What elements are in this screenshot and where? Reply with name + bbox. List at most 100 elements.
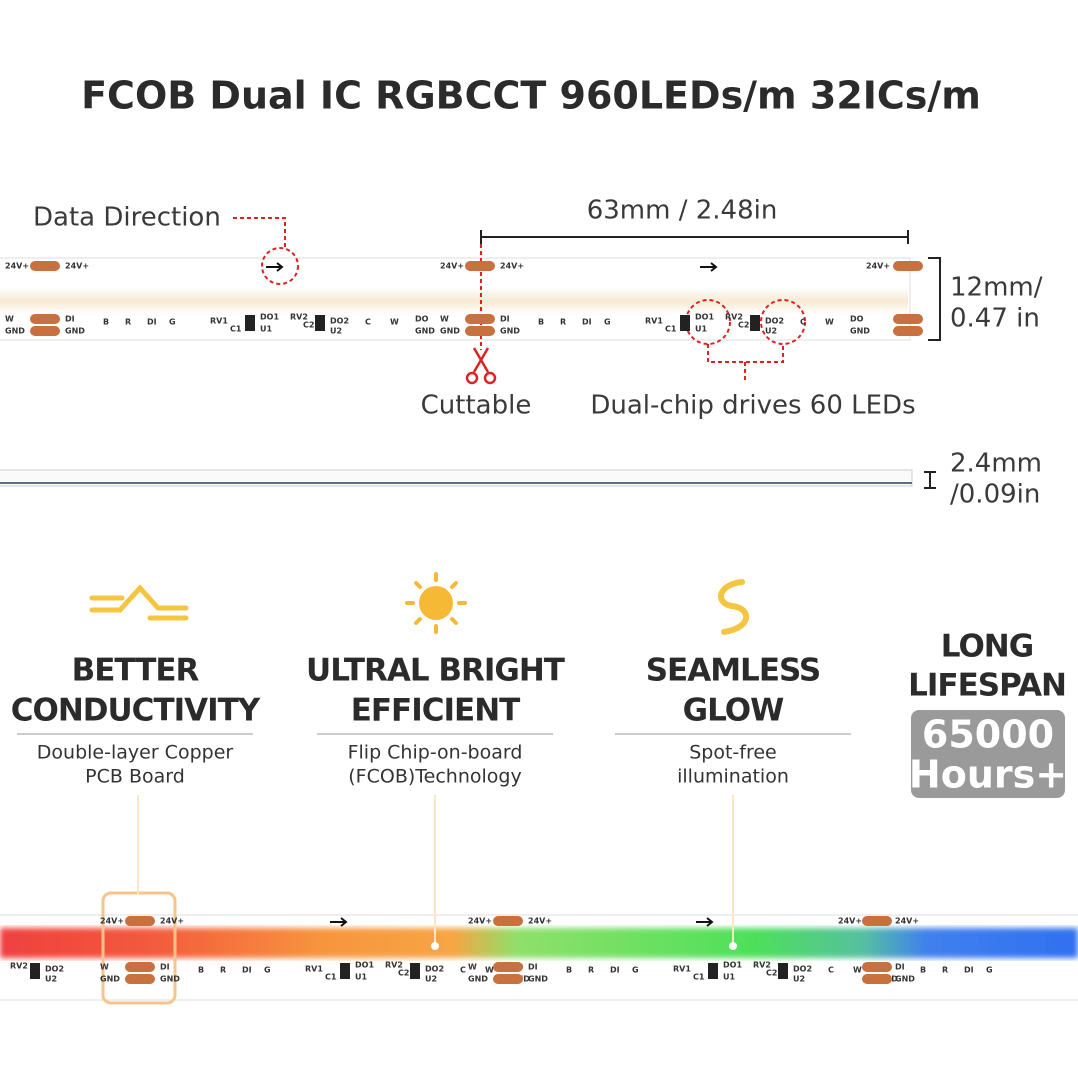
feature-title: EFFICIENT [351,693,520,729]
pcb-label: DO1 [695,313,714,322]
lifespan-title: LIFESPAN [908,668,1066,704]
pcb-label: U2 [793,975,805,984]
pcb-label: C1 [693,973,705,982]
ic-chip [410,963,420,979]
pcb-label: R [942,966,948,975]
lifespan-title: LONG [941,629,1033,665]
feature-title: CONDUCTIVITY [11,693,261,729]
feature-title: BETTER [72,653,200,689]
copper-pad [893,261,923,271]
chip-circle [760,299,806,345]
ic-chip [750,315,760,331]
pcb-label: GND [468,975,488,984]
feature-title: ULTRAL BRIGHT [306,653,565,689]
thickness-bracket [924,471,936,489]
pcb-label: DI [500,315,510,324]
ic-chip [315,315,325,331]
ic-chip [245,315,255,331]
copper-pad [30,261,60,271]
callout-circle [261,247,299,285]
pcb-label: DI [964,966,974,975]
ic-chip [340,963,350,979]
feature-desc: Spot-free [689,742,777,764]
pcb-label: U1 [260,325,272,334]
pcb-label: C1 [230,325,242,334]
pcb-label: U2 [425,975,437,984]
pcb-label: G [986,966,993,975]
pcb-label: 24V+ [895,917,919,926]
dual-chip-label: Dual-chip drives 60 LEDs [590,391,915,421]
pcb-label: DO2 [765,317,784,326]
lifespan-value: Hours+ [909,753,1067,797]
pcb-label: GND [528,975,548,984]
pcb-label: RV1 [305,965,323,974]
pcb-label: 24V+ [440,262,464,271]
callout-line [707,344,784,382]
title: FCOB Dual IC RGBCCT 960LEDs/m 32ICs/m [81,74,981,118]
pcb-label: W [5,315,14,324]
pcb-label: W [853,966,862,975]
scissors-icon [465,347,497,385]
pcb-label: 24V+ [866,262,890,271]
pcb-label: DO2 [425,965,444,974]
pcb-label: 24V+ [500,262,524,271]
pcb-label: C2 [398,969,409,978]
feature-desc: PCB Board [85,766,185,788]
pcb-label: 24V+ [528,917,552,926]
pcb-label: G [632,966,639,975]
pcb-label: B [198,966,204,975]
feature-desc: Double-layer Copper [37,742,234,764]
pcb-label: GND [895,975,915,984]
ic-chip [680,315,690,331]
copper-pad [125,962,155,972]
pcb-label: GND [440,327,460,336]
callout-line [233,217,286,248]
pcb-label: DO1 [723,961,742,970]
pcb-label: DI [160,963,170,972]
width-bracket [928,257,941,341]
pcb-label: DI [610,966,620,975]
feature-desc: Flip Chip-on-board [348,742,523,764]
pcb-label: DO2 [793,965,812,974]
pcb-label: DO2 [45,965,64,974]
copper-pad [493,916,523,926]
pcb-label: 24V+ [65,262,89,271]
pcb-label: C [800,318,806,327]
width-label: 0.47 in [950,304,1040,334]
pcb-label: RV2 [753,961,771,970]
copper-pad [465,326,495,336]
copper-pad [893,314,923,324]
pcb-label: U2 [330,327,342,336]
length-label: 63mm / 2.48in [587,196,778,226]
pcb-label: C2 [738,321,749,330]
pcb-label: C1 [325,973,337,982]
sun-icon [405,572,467,634]
pcb-label: U1 [355,973,367,982]
direction-arrow [696,917,714,927]
dimension-line [480,230,909,244]
pcb-label: B [566,966,572,975]
copper-pad [125,916,155,926]
pcb-label: B [103,318,109,327]
pcb-label: DI [895,963,905,972]
pcb-label: DI [528,963,538,972]
thickness-label: /0.09in [950,480,1040,510]
chip-circle [685,299,731,345]
pcb-label: 24V+ [100,917,124,926]
pcb-label: U1 [723,973,735,982]
pcb-label: U2 [765,327,777,336]
pcb-label: C1 [665,325,677,334]
copper-pad [862,916,892,926]
seamless-icon [718,579,750,635]
pcb-label: GND [850,327,870,336]
copper-pad [465,314,495,324]
feature-desc: illumination [677,766,789,788]
feature-title: SEAMLESS [646,653,821,689]
pcb-label: C [828,966,834,975]
pcb-label: GND [100,975,120,984]
copper-pad [30,314,60,324]
pcb-label: RV2 [385,961,403,970]
copper-pad [862,974,892,984]
